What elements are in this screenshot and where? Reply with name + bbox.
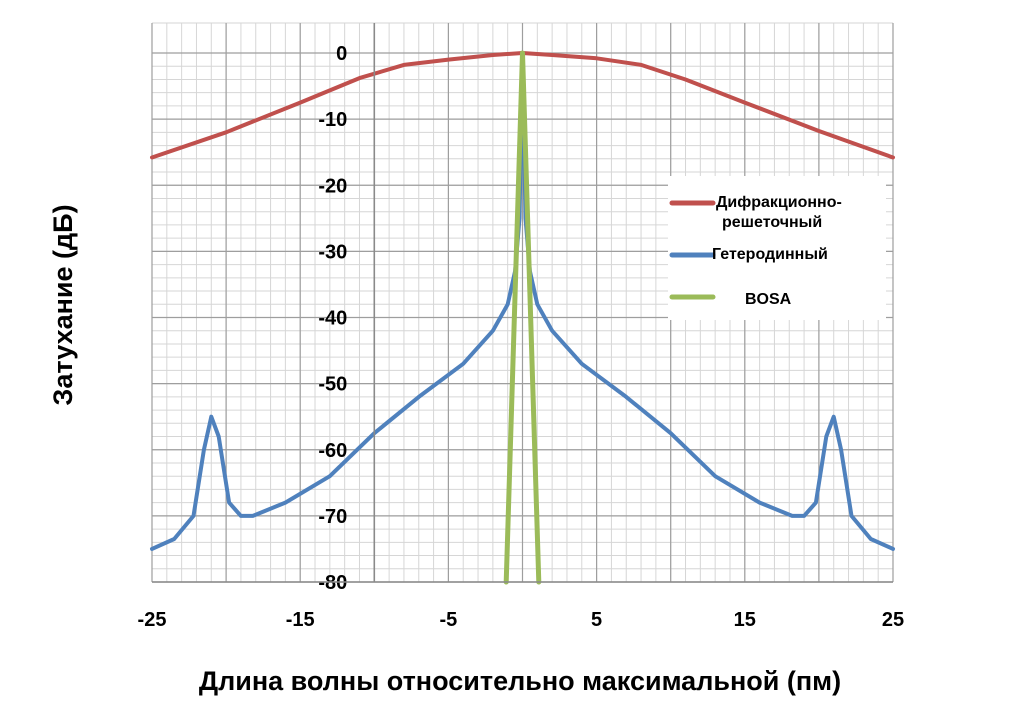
- y-tick-label: 0: [336, 43, 347, 65]
- y-tick-label: -20: [318, 175, 347, 197]
- y-axis-title: Затухание (дБ): [48, 204, 78, 405]
- y-tick-label: -80: [318, 572, 347, 594]
- legend-label: решеточный: [722, 214, 822, 231]
- x-axis: -25 -15 -5 5 15 25: [138, 581, 904, 631]
- legend-label: BOSA: [745, 291, 792, 308]
- x-tick-label: 25: [882, 609, 904, 631]
- x-axis-title: Длина волны относительно максимальной (п…: [199, 666, 841, 696]
- legend-label: Дифракционно-: [716, 194, 842, 211]
- x-tick-label: 5: [591, 609, 602, 631]
- x-tick-label: -5: [440, 609, 458, 631]
- y-axis: 0 -10 -20 -30 -40 -50 -60 -70 -80: [318, 23, 376, 594]
- x-tick-label: -25: [138, 609, 167, 631]
- y-tick-label: -40: [318, 308, 347, 330]
- y-tick-label: -50: [318, 374, 347, 396]
- legend: Дифракционно-решеточный Гетеродинный BOSA: [668, 176, 886, 320]
- y-tick-label: -30: [318, 241, 347, 263]
- x-tick-label: 15: [734, 609, 756, 631]
- x-tick-label: -15: [286, 609, 315, 631]
- y-tick-label: -60: [318, 440, 347, 462]
- series-layer: [150, 50, 895, 585]
- y-tick-label: -70: [318, 506, 347, 528]
- series-line-3: [503, 50, 542, 585]
- legend-label: Гетеродинный: [712, 246, 828, 263]
- y-tick-label: -10: [318, 109, 347, 131]
